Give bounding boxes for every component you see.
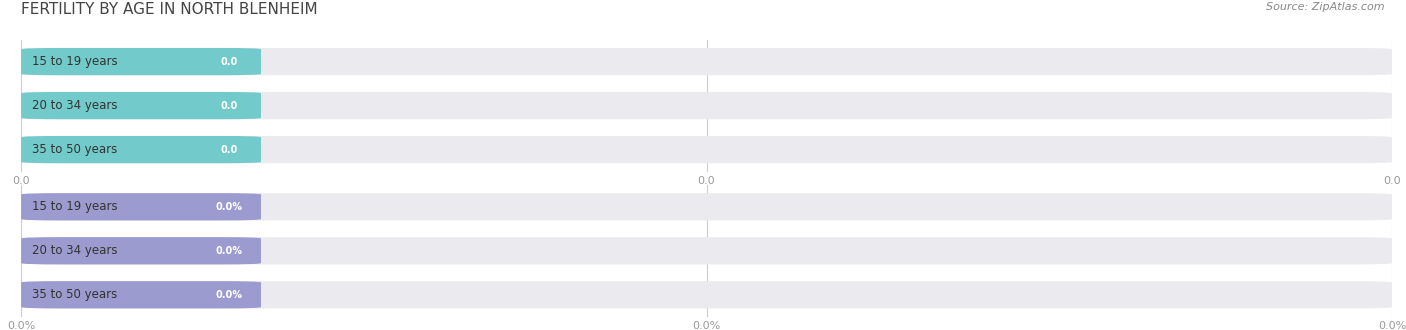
Text: 20 to 34 years: 20 to 34 years [32, 99, 118, 112]
FancyBboxPatch shape [21, 92, 1392, 119]
FancyBboxPatch shape [21, 136, 262, 163]
Text: 0.0: 0.0 [221, 101, 238, 111]
Text: 15 to 19 years: 15 to 19 years [32, 55, 118, 68]
Text: Source: ZipAtlas.com: Source: ZipAtlas.com [1267, 2, 1385, 12]
FancyBboxPatch shape [201, 140, 259, 159]
FancyBboxPatch shape [21, 48, 1392, 75]
FancyBboxPatch shape [21, 281, 262, 309]
FancyBboxPatch shape [201, 285, 259, 305]
FancyBboxPatch shape [201, 52, 259, 71]
FancyBboxPatch shape [21, 237, 1392, 264]
Text: FERTILITY BY AGE IN NORTH BLENHEIM: FERTILITY BY AGE IN NORTH BLENHEIM [21, 2, 318, 16]
Text: 0.0%: 0.0% [217, 246, 243, 256]
FancyBboxPatch shape [21, 193, 1392, 220]
Text: 15 to 19 years: 15 to 19 years [32, 200, 118, 213]
FancyBboxPatch shape [21, 48, 262, 75]
FancyBboxPatch shape [201, 197, 259, 216]
Text: 35 to 50 years: 35 to 50 years [32, 143, 117, 156]
FancyBboxPatch shape [21, 237, 262, 264]
Text: 0.0: 0.0 [221, 57, 238, 67]
FancyBboxPatch shape [21, 136, 1392, 163]
Text: 20 to 34 years: 20 to 34 years [32, 244, 118, 257]
FancyBboxPatch shape [201, 96, 259, 115]
Text: 0.0%: 0.0% [217, 290, 243, 300]
FancyBboxPatch shape [201, 241, 259, 261]
Text: 35 to 50 years: 35 to 50 years [32, 288, 117, 301]
Text: 0.0: 0.0 [221, 145, 238, 154]
Text: 0.0%: 0.0% [217, 202, 243, 212]
FancyBboxPatch shape [21, 281, 1392, 309]
FancyBboxPatch shape [21, 92, 262, 119]
FancyBboxPatch shape [21, 193, 262, 220]
